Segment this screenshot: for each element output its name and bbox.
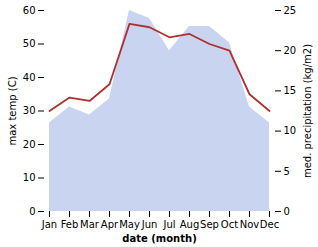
- svg-text:Nov: Nov: [240, 219, 260, 230]
- svg-text:20: 20: [284, 45, 297, 56]
- svg-text:Jul: Jul: [162, 219, 175, 230]
- svg-text:25: 25: [284, 5, 297, 16]
- svg-text:10: 10: [284, 125, 297, 136]
- svg-text:max temp (C): max temp (C): [7, 76, 18, 145]
- svg-text:Apr: Apr: [101, 219, 119, 230]
- svg-text:50: 50: [23, 38, 36, 49]
- svg-text:0: 0: [284, 206, 290, 217]
- svg-text:Jun: Jun: [141, 219, 158, 230]
- svg-text:May: May: [119, 219, 140, 230]
- svg-text:0: 0: [29, 206, 35, 217]
- svg-text:Sep: Sep: [200, 219, 219, 230]
- svg-text:Jan: Jan: [41, 219, 57, 230]
- svg-text:30: 30: [23, 105, 36, 116]
- svg-text:Feb: Feb: [61, 219, 79, 230]
- svg-text:60: 60: [23, 5, 36, 16]
- svg-text:Dec: Dec: [260, 219, 279, 230]
- svg-text:Aug: Aug: [180, 219, 200, 230]
- svg-text:15: 15: [284, 85, 297, 96]
- svg-text:10: 10: [23, 172, 36, 183]
- svg-text:40: 40: [23, 72, 36, 83]
- svg-text:20: 20: [23, 139, 36, 150]
- svg-text:date (month): date (month): [122, 233, 196, 244]
- svg-text:Mar: Mar: [80, 219, 100, 230]
- svg-text:med. precipitation (kg/m2): med. precipitation (kg/m2): [302, 44, 313, 178]
- svg-text:Oct: Oct: [221, 219, 238, 230]
- svg-text:5: 5: [284, 166, 290, 177]
